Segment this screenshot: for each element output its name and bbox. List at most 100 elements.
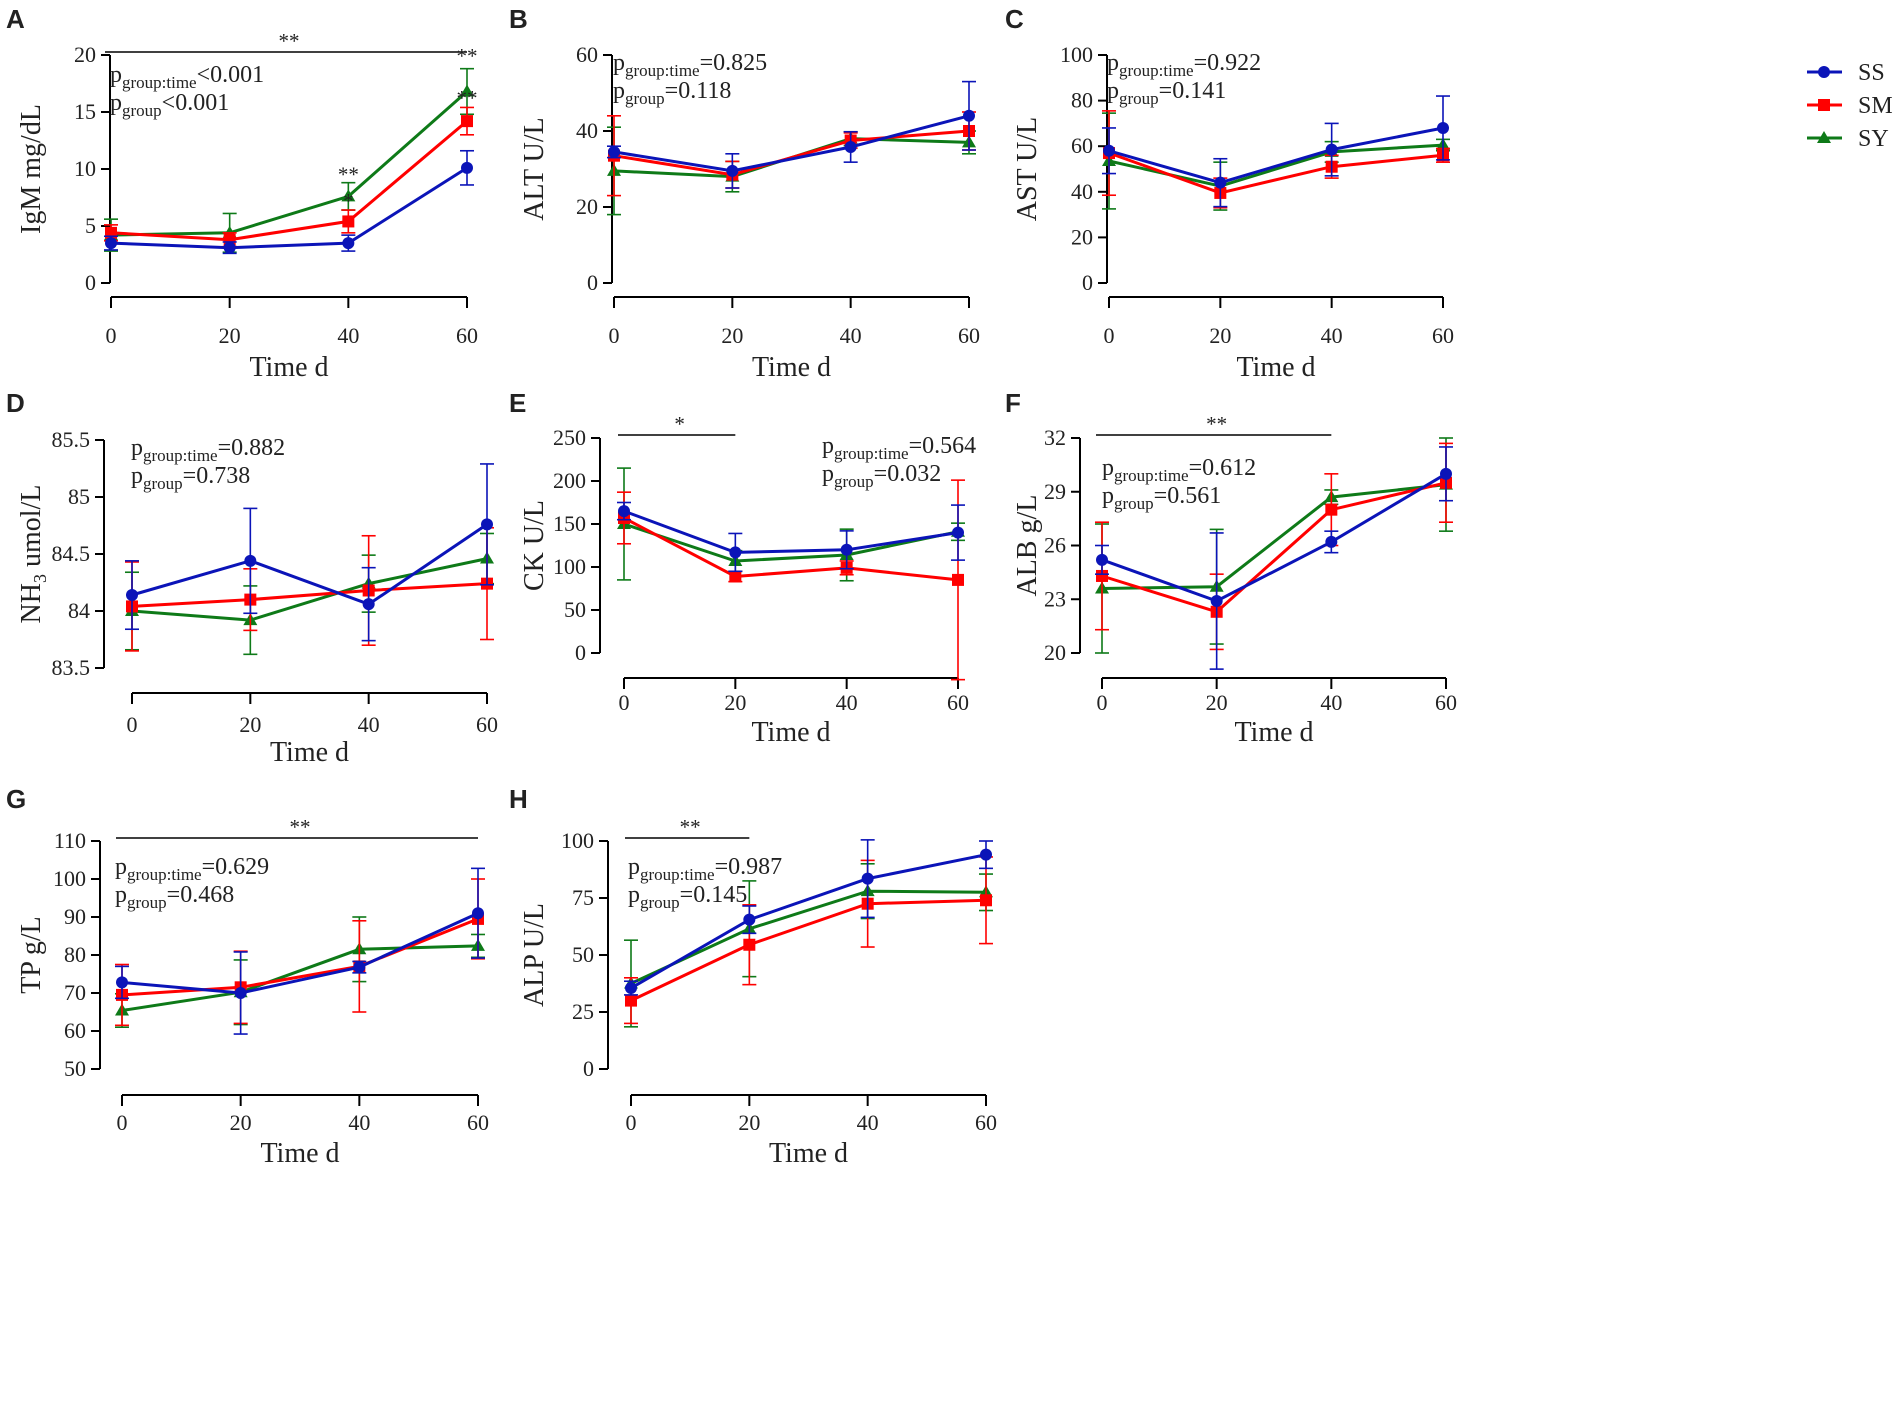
y-tick-label: 0 bbox=[587, 270, 598, 295]
legend-marker bbox=[1817, 131, 1831, 143]
significance-label: ** bbox=[1206, 412, 1227, 436]
data-point bbox=[1437, 121, 1449, 134]
series-line bbox=[110, 119, 468, 242]
y-tick-label: 40 bbox=[576, 118, 598, 143]
y-tick-label: 32 bbox=[1044, 425, 1066, 450]
data-point bbox=[963, 109, 975, 122]
text-span: umol/L bbox=[16, 485, 47, 574]
text-span: group:time bbox=[1119, 61, 1194, 80]
text-span: p bbox=[822, 433, 834, 459]
y-tick-label: 50 bbox=[564, 597, 586, 622]
series-sy bbox=[115, 916, 485, 1028]
data-point bbox=[625, 994, 637, 1007]
data-point bbox=[729, 546, 742, 559]
data-point bbox=[625, 982, 637, 995]
data-point bbox=[729, 570, 742, 583]
legend-label: SS bbox=[1858, 60, 1885, 86]
text-span: group bbox=[1119, 89, 1159, 108]
panel-letter: H bbox=[509, 784, 528, 814]
legend: SS SM SY bbox=[1807, 60, 1893, 152]
text-span: group:time bbox=[127, 865, 202, 884]
x-tick-label: 60 bbox=[467, 1110, 489, 1135]
data-point bbox=[472, 907, 484, 920]
panel-g: G 50 60 70 80 90 100 110 0 20 40 60 Time d TP g/L pgro… bbox=[6, 784, 489, 1169]
p-value-p_interaction: pgroup:time<0.001 bbox=[110, 62, 264, 92]
panel-letter: F bbox=[1005, 388, 1021, 418]
text-span: p bbox=[1107, 50, 1119, 76]
x-tick-label: 60 bbox=[975, 1110, 997, 1135]
series-line bbox=[613, 129, 970, 177]
significance-label: ** bbox=[290, 815, 311, 839]
x-tick-label: 0 bbox=[127, 712, 138, 737]
y-tick-label: 100 bbox=[561, 828, 594, 853]
series-line bbox=[613, 114, 970, 173]
text-span: group:time bbox=[640, 865, 715, 884]
x-tick-label: 20 bbox=[230, 1110, 252, 1135]
series-line bbox=[121, 911, 479, 995]
text-span: p bbox=[1102, 483, 1114, 509]
series-ss bbox=[624, 839, 993, 996]
data-point bbox=[743, 913, 756, 926]
series-line bbox=[1108, 151, 1444, 195]
text-span: p bbox=[628, 882, 640, 908]
y-tick-label: 26 bbox=[1044, 533, 1066, 558]
x-tick-label: 0 bbox=[626, 1110, 637, 1135]
data-point bbox=[1103, 144, 1115, 157]
y-tick-label: 50 bbox=[572, 942, 594, 967]
data-point bbox=[952, 573, 964, 586]
p-value-p_group: pgroup=0.032 bbox=[822, 461, 941, 491]
panel-c: C 0 20 40 60 80 100 0 20 40 60 Time d AST U/L pgroup:… bbox=[1005, 4, 1454, 383]
text-span: group bbox=[122, 101, 162, 120]
series-line bbox=[131, 582, 488, 608]
data-point bbox=[1325, 503, 1338, 516]
data-point bbox=[743, 938, 756, 951]
series-ss bbox=[617, 501, 965, 573]
series-sm bbox=[125, 526, 494, 652]
series-ss bbox=[607, 80, 976, 189]
x-tick-label: 60 bbox=[947, 690, 969, 715]
data-point bbox=[608, 145, 620, 158]
panel-letter: G bbox=[6, 784, 26, 814]
text-span: group bbox=[127, 893, 167, 912]
text-span: =0.825 bbox=[700, 50, 768, 76]
text-span: 3 bbox=[30, 574, 50, 583]
p-value-p_group: pgroup=0.738 bbox=[131, 463, 250, 493]
y-tick-label: 15 bbox=[74, 99, 96, 124]
text-span: p bbox=[110, 62, 122, 88]
series-line bbox=[110, 166, 468, 250]
x-axis-label: Time d bbox=[751, 717, 830, 748]
series-line bbox=[623, 516, 959, 582]
data-point bbox=[952, 526, 964, 539]
y-tick-label: 85 bbox=[68, 484, 90, 509]
text-span: group:time bbox=[1114, 466, 1189, 485]
series-line bbox=[131, 523, 488, 606]
series-sm bbox=[1102, 110, 1450, 209]
p-value-p_interaction: pgroup:time=0.882 bbox=[131, 435, 285, 465]
y-tick-label: 50 bbox=[64, 1056, 86, 1081]
y-tick-label: 23 bbox=[1044, 586, 1066, 611]
data-point bbox=[116, 976, 128, 989]
series-line bbox=[630, 889, 987, 985]
data-point bbox=[726, 164, 739, 177]
y-tick-label: 20 bbox=[576, 194, 598, 219]
series-sm bbox=[104, 106, 474, 248]
x-tick-label: 40 bbox=[836, 690, 858, 715]
data-point bbox=[481, 518, 493, 531]
data-point bbox=[1210, 595, 1223, 608]
y-tick-label: 20 bbox=[1044, 640, 1066, 665]
x-tick-label: 20 bbox=[721, 323, 743, 348]
text-span: =0.145 bbox=[680, 882, 748, 908]
y-tick-label: 60 bbox=[1071, 133, 1093, 158]
x-tick-label: 20 bbox=[239, 712, 261, 737]
x-tick-label: 20 bbox=[1206, 690, 1228, 715]
legend-marker bbox=[1818, 99, 1830, 111]
text-span: p bbox=[628, 854, 640, 880]
y-tick-label: 150 bbox=[553, 511, 586, 536]
text-span: p bbox=[1102, 455, 1114, 481]
x-tick-label: 0 bbox=[619, 690, 630, 715]
data-point bbox=[1096, 553, 1108, 566]
series-line bbox=[1101, 472, 1447, 603]
x-tick-label: 20 bbox=[724, 690, 746, 715]
text-span: group:time bbox=[143, 446, 218, 465]
